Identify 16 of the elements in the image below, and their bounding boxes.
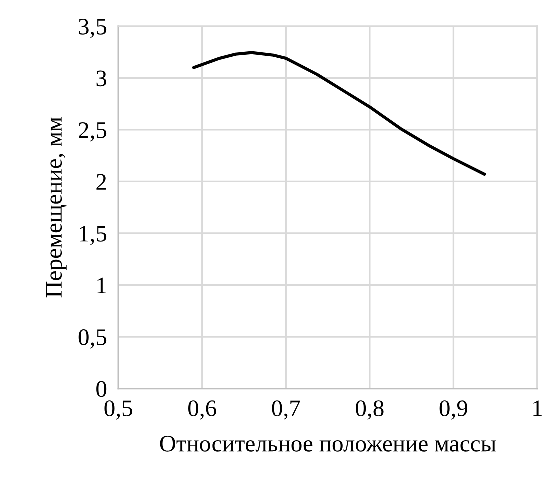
x-tick-label: 0,9 xyxy=(440,400,468,420)
y-tick-label: 0 xyxy=(96,381,107,398)
y-tick-label: 3,5 xyxy=(79,18,107,38)
x-tick-label: 0,7 xyxy=(272,400,300,420)
y-tick-label: 1 xyxy=(98,278,106,294)
y-tick-label: 1,5 xyxy=(80,226,107,246)
y-tick-label: 2 xyxy=(96,174,106,190)
y-tick-label: 2,5 xyxy=(79,122,107,142)
y-tick-label: 0,5 xyxy=(78,330,107,349)
x-tick-label: 0,6 xyxy=(188,400,216,420)
line-series xyxy=(192,51,486,176)
x-axis-title: Относительное положение массы xyxy=(160,436,496,452)
x-tick-label: 0,8 xyxy=(356,400,384,420)
y-tick-label: 3 xyxy=(96,70,107,87)
y-axis-title: Перемещение, мм xyxy=(46,117,67,298)
x-tick-label: 1 xyxy=(534,400,542,416)
